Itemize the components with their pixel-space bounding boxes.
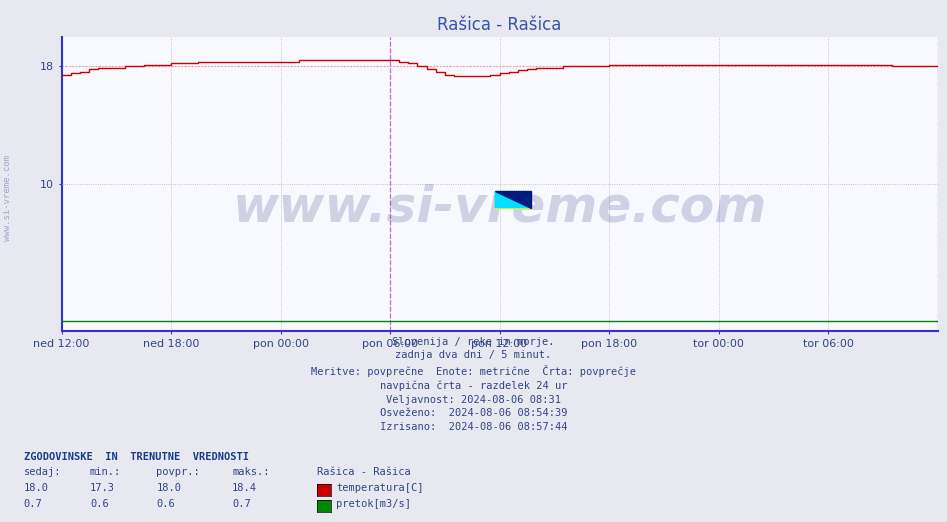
Text: min.:: min.: (90, 467, 121, 477)
Text: 18.0: 18.0 (156, 483, 181, 493)
Text: 0.6: 0.6 (90, 499, 109, 508)
Polygon shape (495, 192, 531, 208)
Text: povpr.:: povpr.: (156, 467, 200, 477)
Text: ZGODOVINSKE  IN  TRENUTNE  VREDNOSTI: ZGODOVINSKE IN TRENUTNE VREDNOSTI (24, 452, 249, 461)
Bar (495, 192, 531, 208)
Text: 0.7: 0.7 (232, 499, 251, 508)
Text: www.si-vreme.com: www.si-vreme.com (3, 156, 12, 241)
Text: Slovenija / reke in morje.
zadnja dva dni / 5 minut.
Meritve: povprečne  Enote: : Slovenija / reke in morje. zadnja dva dn… (311, 337, 636, 432)
Text: 17.3: 17.3 (90, 483, 115, 493)
Text: 0.6: 0.6 (156, 499, 175, 508)
Text: 18.0: 18.0 (24, 483, 48, 493)
Text: Rašica - Rašica: Rašica - Rašica (317, 467, 411, 477)
Text: 18.4: 18.4 (232, 483, 257, 493)
Polygon shape (495, 192, 531, 208)
Text: sedaj:: sedaj: (24, 467, 62, 477)
Text: maks.:: maks.: (232, 467, 270, 477)
Text: www.si-vreme.com: www.si-vreme.com (232, 184, 767, 232)
Title: Rašica - Rašica: Rašica - Rašica (438, 16, 562, 33)
Text: 0.7: 0.7 (24, 499, 43, 508)
Text: pretok[m3/s]: pretok[m3/s] (336, 499, 411, 508)
Text: temperatura[C]: temperatura[C] (336, 483, 423, 493)
